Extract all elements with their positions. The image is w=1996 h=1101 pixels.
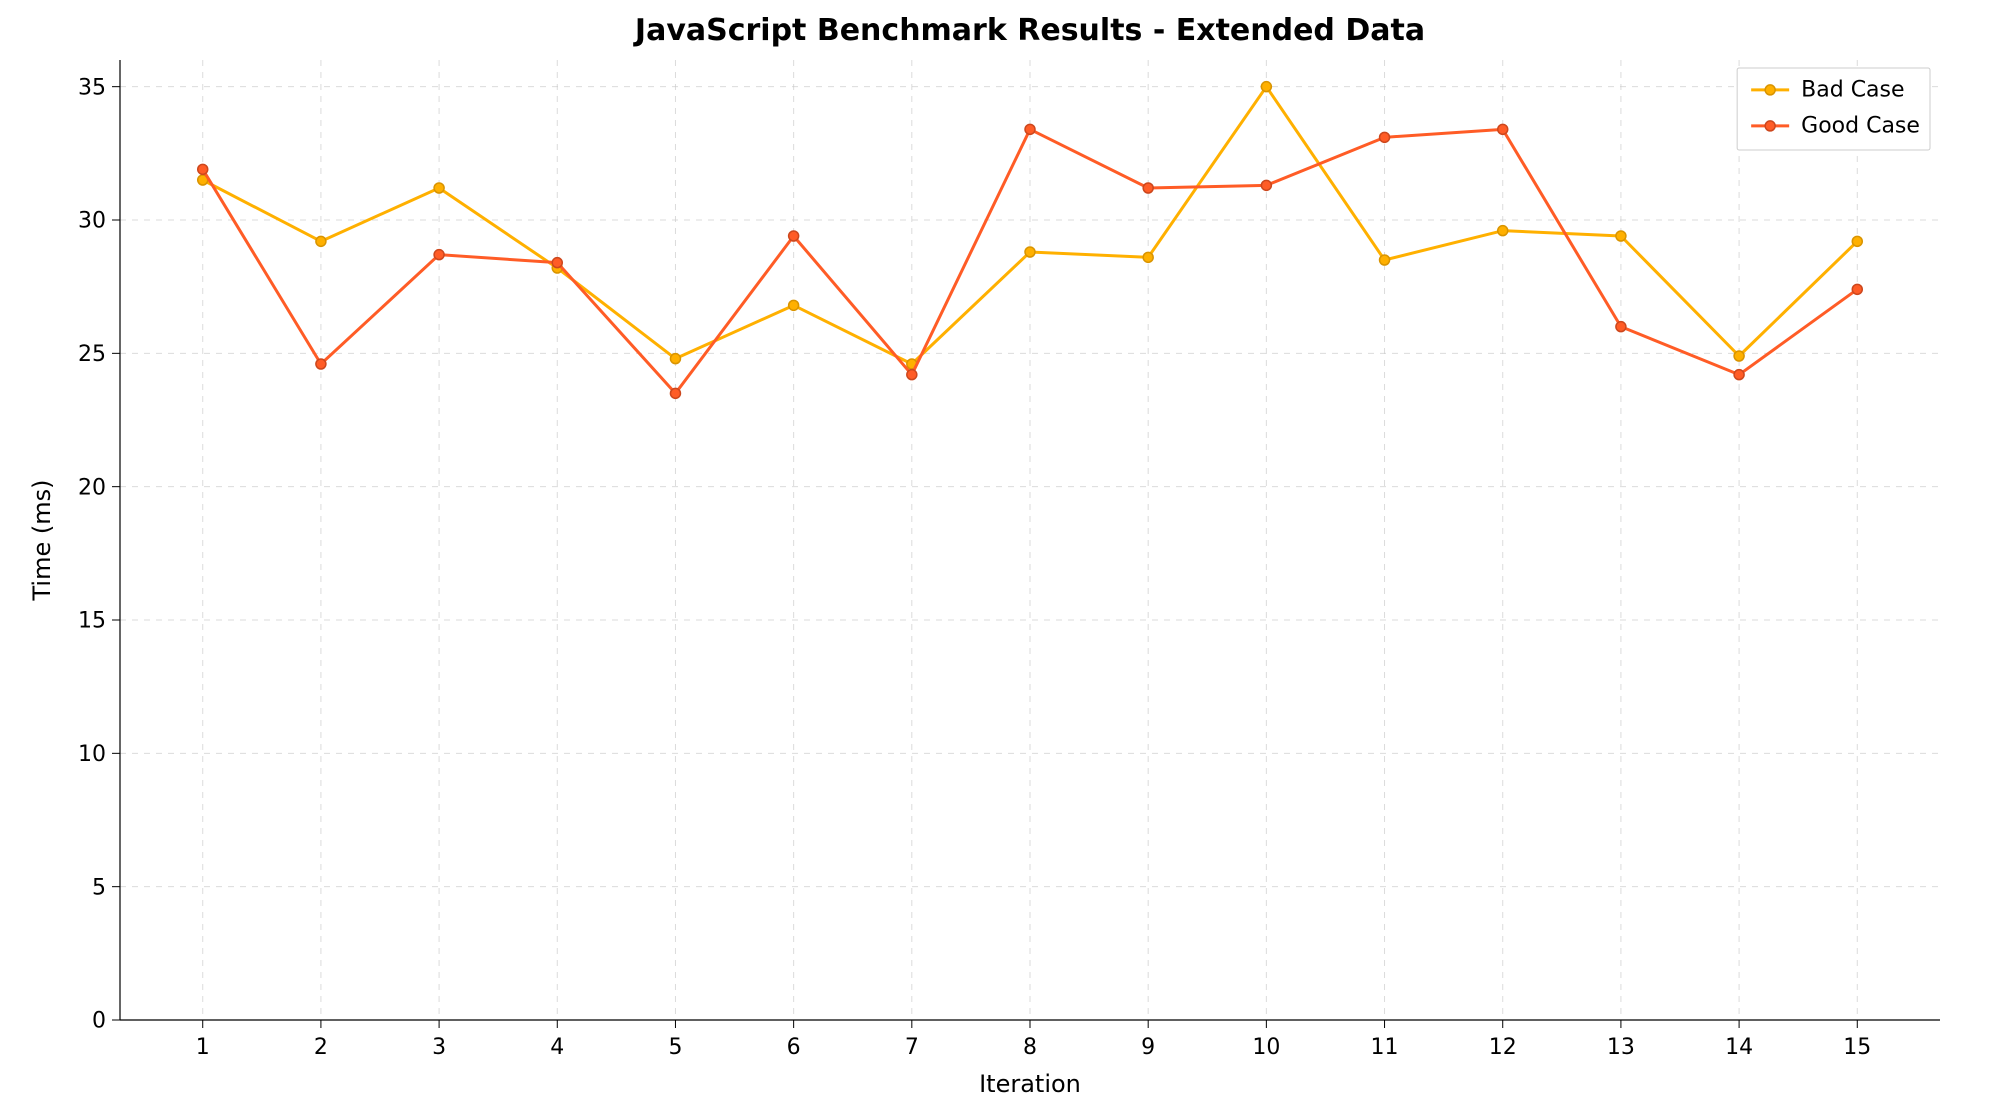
series-marker-0 — [1261, 82, 1271, 92]
series-marker-1 — [1616, 322, 1626, 332]
series-marker-1 — [552, 258, 562, 268]
x-tick-label: 6 — [787, 1035, 801, 1060]
x-tick-label: 1 — [196, 1035, 210, 1060]
chart-container: 12345678910111213141505101520253035Itera… — [0, 0, 1996, 1101]
series-marker-1 — [789, 231, 799, 241]
series-marker-1 — [1380, 132, 1390, 142]
series-marker-0 — [670, 354, 680, 364]
x-tick-label: 2 — [314, 1035, 328, 1060]
series-marker-0 — [1498, 226, 1508, 236]
series-marker-0 — [1143, 252, 1153, 262]
series-marker-1 — [1734, 370, 1744, 380]
series-marker-0 — [434, 183, 444, 193]
x-tick-label: 12 — [1489, 1035, 1517, 1060]
series-marker-1 — [1261, 180, 1271, 190]
series-marker-0 — [1025, 247, 1035, 257]
y-tick-label: 20 — [78, 475, 106, 500]
series-marker-1 — [198, 164, 208, 174]
x-tick-label: 7 — [905, 1035, 919, 1060]
legend-label: Good Case — [1801, 114, 1920, 139]
line-chart: 12345678910111213141505101520253035Itera… — [0, 0, 1996, 1101]
legend-sample-marker — [1765, 121, 1775, 131]
series-marker-1 — [1852, 284, 1862, 294]
chart-title: JavaScript Benchmark Results - Extended … — [633, 13, 1425, 48]
x-tick-label: 3 — [432, 1035, 446, 1060]
x-tick-label: 4 — [550, 1035, 564, 1060]
x-tick-label: 15 — [1843, 1035, 1871, 1060]
series-marker-0 — [1852, 236, 1862, 246]
series-marker-1 — [670, 388, 680, 398]
legend-label: Bad Case — [1801, 78, 1904, 103]
series-marker-0 — [789, 300, 799, 310]
x-tick-label: 8 — [1023, 1035, 1037, 1060]
y-tick-label: 10 — [78, 742, 106, 767]
y-tick-label: 0 — [92, 1009, 106, 1034]
x-tick-label: 13 — [1607, 1035, 1635, 1060]
y-axis-label: Time (ms) — [28, 480, 56, 602]
x-tick-label: 5 — [668, 1035, 682, 1060]
y-tick-label: 35 — [78, 75, 106, 100]
series-marker-1 — [1143, 183, 1153, 193]
series-marker-1 — [1025, 124, 1035, 134]
series-marker-1 — [434, 250, 444, 260]
x-tick-label: 9 — [1141, 1035, 1155, 1060]
x-tick-label: 11 — [1371, 1035, 1399, 1060]
series-marker-0 — [1734, 351, 1744, 361]
series-marker-0 — [1616, 231, 1626, 241]
x-tick-label: 10 — [1252, 1035, 1280, 1060]
series-marker-1 — [1498, 124, 1508, 134]
series-marker-1 — [316, 359, 326, 369]
series-marker-0 — [1380, 255, 1390, 265]
legend-sample-marker — [1765, 85, 1775, 95]
y-tick-label: 30 — [78, 209, 106, 234]
x-axis-label: Iteration — [979, 1070, 1081, 1098]
y-tick-label: 15 — [78, 609, 106, 634]
legend: Bad Case Good Case — [1737, 68, 1930, 150]
x-tick-label: 14 — [1725, 1035, 1753, 1060]
series-marker-0 — [316, 236, 326, 246]
y-tick-label: 25 — [78, 342, 106, 367]
y-tick-label: 5 — [92, 875, 106, 900]
series-marker-1 — [907, 370, 917, 380]
